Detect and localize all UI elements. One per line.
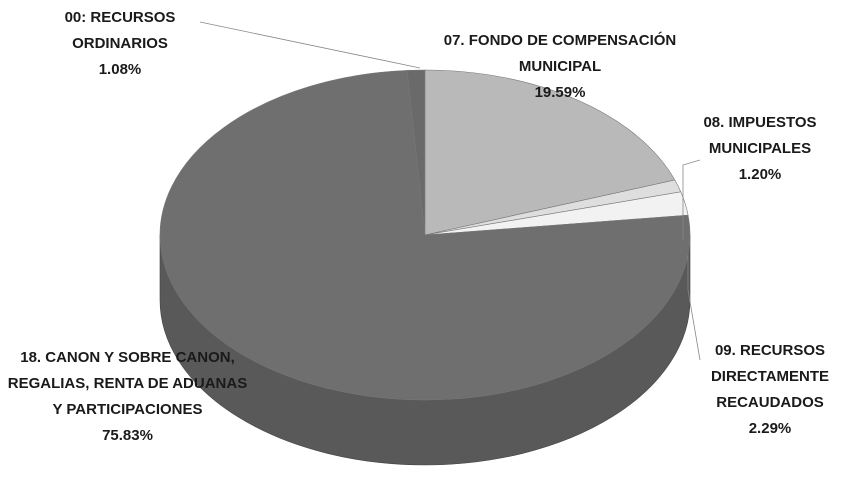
- slice-label: 00: RECURSOS ORDINARIOS 1.08%: [20, 5, 220, 83]
- leader-line: [682, 159, 701, 240]
- category-label: 00: RECURSOS ORDINARIOS: [64, 9, 176, 52]
- value-label: 1.20%: [738, 166, 782, 183]
- slice-label: 09. RECURSOS DIRECTAMENTE RECAUDADOS 2.29…: [690, 338, 843, 442]
- value-label: 75.83%: [102, 427, 153, 444]
- category-label: 09. RECURSOS DIRECTAMENTE RECAUDADOS: [710, 342, 830, 411]
- category-label: 08. IMPUESTOS MUNICIPALES: [703, 114, 817, 157]
- slice-label: 08. IMPUESTOS MUNICIPALES 1.20%: [670, 110, 843, 188]
- category-label: 07. FONDO DE COMPENSACIÓN MUNICIPAL: [443, 32, 677, 75]
- leader-line: [687, 255, 701, 361]
- value-label: 2.29%: [748, 420, 792, 437]
- value-label: 1.08%: [98, 61, 142, 78]
- value-label: 19.59%: [534, 84, 586, 101]
- category-label: 18. CANON Y SOBRE CANON, REGALIAS, RENTA…: [7, 349, 248, 418]
- slice-label: 07. FONDO DE COMPENSACIÓN MUNICIPAL 19.59…: [440, 28, 680, 106]
- leader-line: [199, 21, 421, 69]
- slice-label: 18. CANON Y SOBRE CANON, REGALIAS, RENTA…: [5, 345, 250, 449]
- slice: [159, 70, 691, 401]
